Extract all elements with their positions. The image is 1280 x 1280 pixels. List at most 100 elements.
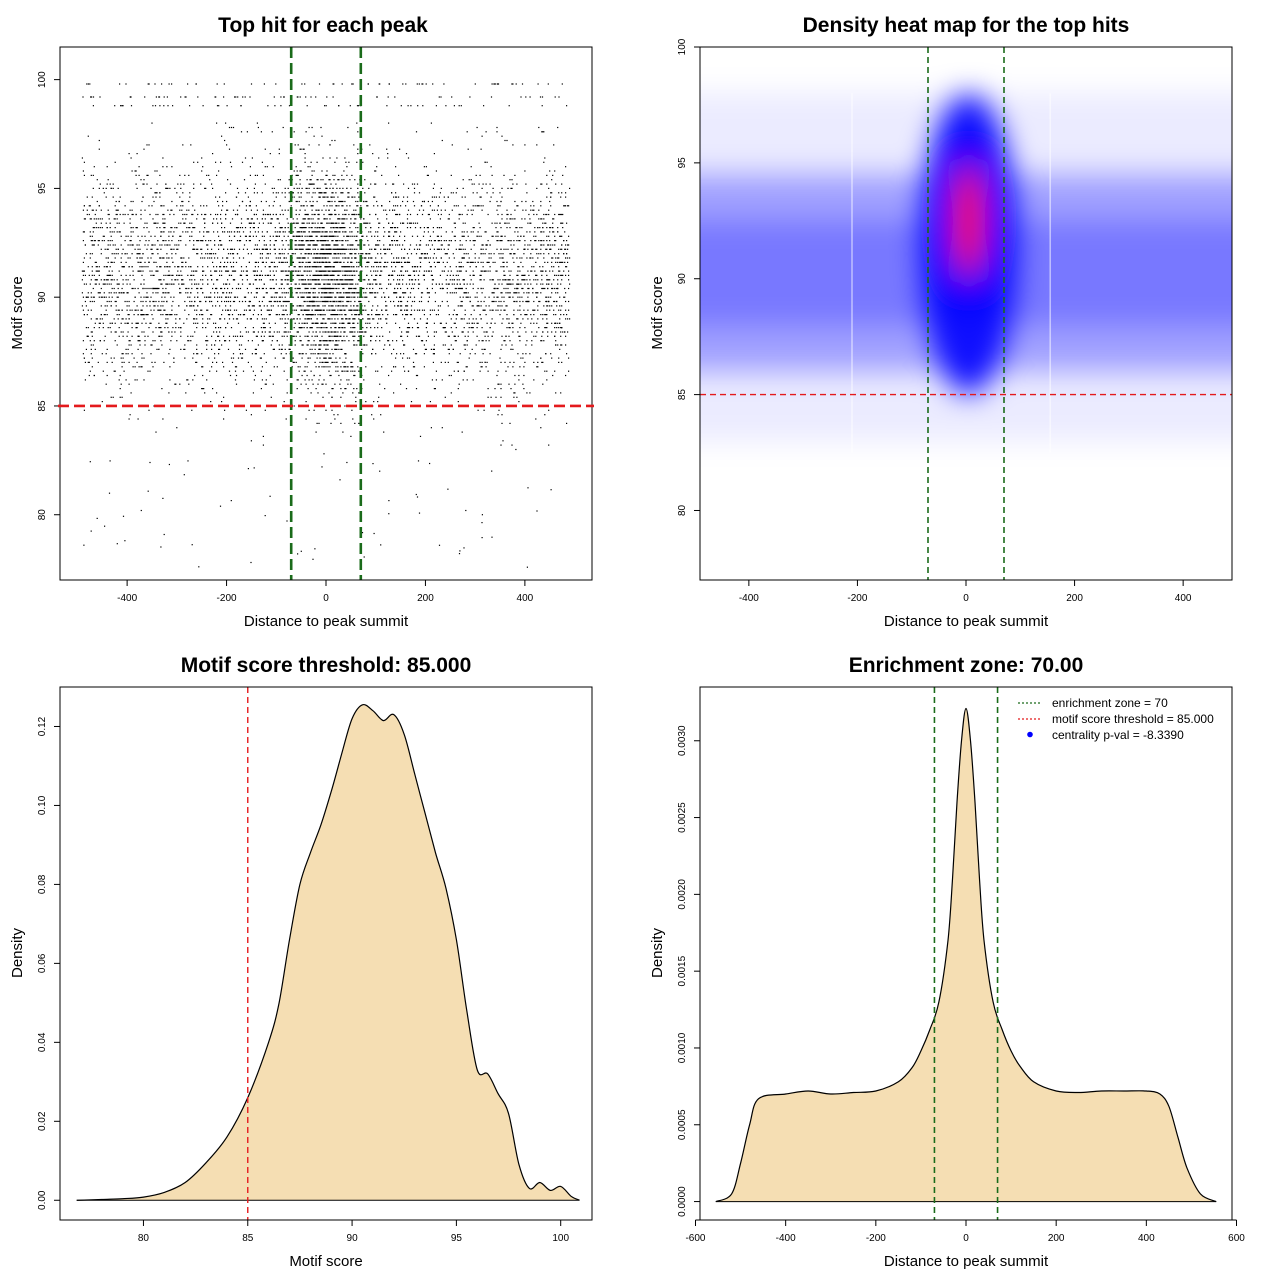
- scatter-point: [511, 344, 513, 346]
- scatter-point: [211, 248, 213, 250]
- scatter-point: [82, 340, 84, 342]
- scatter-point: [338, 348, 340, 350]
- scatter-point: [353, 266, 355, 268]
- scatter-point: [551, 357, 553, 359]
- scatter-point: [146, 287, 148, 290]
- scatter-point: [149, 305, 151, 307]
- scatter-point: [249, 235, 251, 237]
- scatter-point: [531, 266, 533, 268]
- scatter-point: [272, 213, 274, 216]
- scatter-point: [101, 353, 103, 355]
- scatter-point: [181, 257, 183, 259]
- scatter-point: [136, 187, 138, 189]
- scatter-point: [467, 209, 469, 211]
- scatter-point: [309, 279, 311, 281]
- scatter-point: [154, 235, 156, 237]
- scatter-point: [334, 244, 336, 246]
- scatter-point: [144, 209, 146, 211]
- scatter-point: [554, 170, 556, 172]
- scatter-point: [440, 244, 442, 246]
- scatter-point: [114, 322, 116, 324]
- scatter-point: [429, 235, 431, 237]
- scatter-point: [485, 366, 487, 368]
- scatter-point: [85, 305, 87, 307]
- scatter-point: [396, 213, 398, 216]
- scatter-point: [354, 248, 356, 250]
- scatter-point: [481, 327, 483, 329]
- scatter-point: [356, 344, 358, 346]
- scatter-point: [549, 200, 551, 203]
- scatter-point: [492, 192, 494, 194]
- scatter-point: [192, 213, 194, 216]
- scatter-point: [512, 366, 514, 368]
- scatter-point: [114, 205, 116, 207]
- scatter-point: [305, 187, 307, 189]
- scatter-point: [332, 305, 334, 307]
- scatter-point: [295, 166, 297, 168]
- scatter-point: [342, 274, 344, 276]
- scatter-point: [376, 309, 378, 311]
- scatter-point: [480, 248, 482, 250]
- scatter-point: [299, 170, 301, 172]
- scatter-point: [285, 309, 287, 311]
- scatter-point: [245, 331, 247, 333]
- scatter-point: [280, 261, 282, 263]
- scatter-point: [308, 126, 310, 129]
- scatter-point: [308, 183, 310, 185]
- scatter-point: [81, 279, 83, 281]
- scatter-point: [376, 274, 378, 276]
- scatter-point: [450, 392, 452, 394]
- scatter-point: [186, 213, 188, 216]
- scatter-point: [328, 305, 330, 307]
- scatter-point: [467, 235, 469, 237]
- scatter-point: [537, 279, 539, 281]
- scatter-point: [311, 322, 313, 324]
- scatter-point: [339, 309, 341, 311]
- scatter-point: [315, 270, 317, 272]
- scatter-point: [323, 366, 325, 368]
- scatter-point: [197, 240, 199, 242]
- scatter-point: [312, 274, 314, 276]
- scatter-point: [473, 240, 475, 242]
- scatter-point: [355, 287, 357, 290]
- scatter-point: [497, 205, 499, 207]
- scatter-point: [307, 261, 309, 263]
- scatter-point: [161, 296, 163, 298]
- scatter-point: [321, 231, 323, 233]
- scatter-point: [560, 235, 562, 237]
- scatter-point: [524, 361, 526, 363]
- scatter-point: [558, 357, 560, 359]
- scatter-point: [288, 266, 290, 268]
- scatter-point: [328, 292, 330, 294]
- scatter-point: [122, 331, 124, 333]
- scatter-point: [272, 348, 274, 350]
- scatter-point: [357, 153, 359, 155]
- scatter-point: [347, 300, 349, 303]
- scatter-point: [151, 253, 153, 255]
- scatter-point: [234, 270, 237, 272]
- scatter-point: [479, 314, 481, 316]
- scatter-point: [269, 327, 271, 329]
- scatter-point: [522, 287, 524, 290]
- scatter-point: [185, 231, 187, 233]
- scatter-point: [273, 248, 275, 250]
- scatter-point: [404, 292, 406, 294]
- scatter-point: [211, 348, 213, 350]
- scatter-point: [277, 218, 279, 220]
- scatter-point: [109, 266, 111, 268]
- scatter-point: [558, 213, 560, 216]
- scatter-point: [391, 353, 393, 355]
- scatter-point: [321, 240, 323, 242]
- scatter-point: [336, 348, 338, 350]
- scatter-point: [433, 322, 435, 324]
- scatter-point: [141, 366, 143, 368]
- scatter-point: [356, 122, 358, 124]
- scatter-point: [90, 218, 92, 220]
- scatter-point: [83, 161, 85, 163]
- scatter-point: [236, 335, 239, 337]
- scatter-point: [540, 240, 542, 242]
- scatter-point: [142, 305, 144, 307]
- scatter-point: [143, 227, 145, 229]
- scatter-point: [503, 296, 505, 298]
- scatter-point: [118, 222, 120, 224]
